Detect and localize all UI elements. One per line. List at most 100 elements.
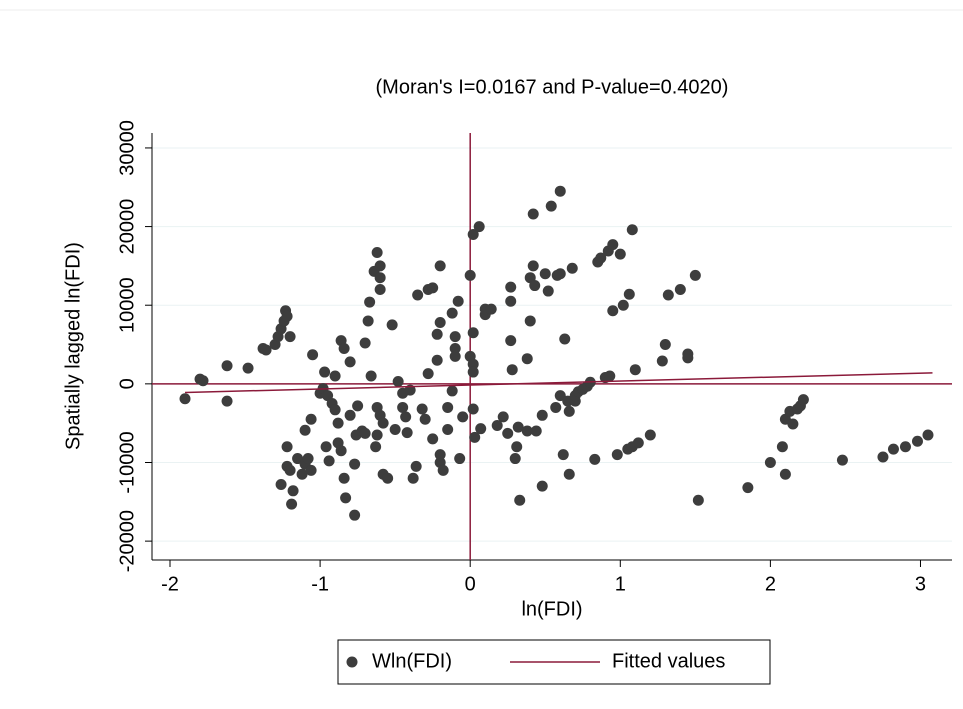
y-tick-label: 30000 [116,120,138,176]
scatter-point [566,262,578,274]
scatter-point [329,404,341,416]
scatter-point [626,224,638,236]
scatter-point [514,494,526,506]
scatter-point [307,349,319,361]
scatter-point [371,429,383,441]
scatter-point [607,305,619,317]
legend-label: Wln(FDI) [372,650,452,672]
scatter-point [644,429,656,441]
scatter-point [797,394,809,406]
scatter-point [323,455,335,467]
scatter-point [545,200,557,212]
scatter-point [419,413,431,425]
scatter-point [536,409,548,421]
scatter-point [340,492,352,504]
scatter-point [338,342,350,354]
scatter-point [320,441,332,453]
scatter-point [502,427,514,439]
y-tick-label: -10000 [116,431,138,493]
scatter-point [374,283,386,295]
scatter-point [899,441,911,453]
scatter-point [469,431,481,443]
scatter-point [344,356,356,368]
scatter-point [467,327,479,339]
scatter-point [776,441,788,453]
scatter-point [521,353,533,365]
scatter-point [412,289,424,301]
scatter-point [836,454,848,466]
scatter-point [659,339,671,351]
scatter-point [284,331,296,343]
scatter-point [922,429,934,441]
scatter-point [764,456,776,468]
scatter-point [442,401,454,413]
scatter-point [397,401,409,413]
scatter-point [491,420,503,432]
scatter-point [505,295,517,307]
legend-marker [346,656,358,668]
scatter-point [364,296,376,308]
scatter-point [554,185,566,197]
scatter-point [529,280,541,292]
scatter-point [386,319,398,331]
scatter-point [887,443,899,455]
fitted-line [185,372,933,394]
scatter-point [467,366,479,378]
scatter-point [382,472,394,484]
scatter-point [530,425,542,437]
scatter-point [374,272,386,284]
scatter-point [536,480,548,492]
scatter-point [589,453,601,465]
scatter-point [431,328,443,340]
scatter-point [449,350,461,362]
scatter-point [614,248,626,260]
scatter-point [559,333,571,345]
scatter-point [281,441,293,453]
scatter-point [662,289,674,301]
scatter-point [305,464,317,476]
scatter-point [689,269,701,281]
scatter-point [305,413,317,425]
scatter-point [242,362,254,374]
scatter-point [431,354,443,366]
scatter-point [422,368,434,380]
scatter-point [449,342,461,354]
scatter-point [464,269,476,281]
scatter-point [446,385,458,397]
scatter-point [563,405,575,417]
scatter-point [911,435,923,447]
scatter-point [362,315,374,327]
scatter-point [416,403,428,415]
scatter-point [400,411,412,423]
scatter-point [197,375,209,387]
scatter-point [389,423,401,435]
scatter-point [371,247,383,259]
x-tick-label: 2 [765,573,776,595]
scatter-point [467,358,479,370]
scatter-point [692,494,704,506]
scatter-point [352,400,364,412]
scatter-point [338,472,350,484]
y-tick-label: 0 [116,378,138,389]
scatter-point [877,451,889,463]
scatter-point [260,344,272,356]
legend-box [337,639,771,685]
scatter-point [629,364,641,376]
scatter-point [742,482,754,494]
scatter-point [511,441,523,453]
scatter-point [509,453,521,465]
scatter-point [467,403,479,415]
scatter-point [512,421,524,433]
scatter-point [281,310,293,322]
scatter-point [296,468,308,480]
scatter-point [374,260,386,272]
scatter-point [299,424,311,436]
scatter-point [284,464,296,476]
scatter-point [611,449,623,461]
scatter-point [437,464,449,476]
scatter-point [370,441,382,453]
y-tick-label: 20000 [116,199,138,255]
scatter-point [542,285,554,297]
scatter-point [563,468,575,480]
